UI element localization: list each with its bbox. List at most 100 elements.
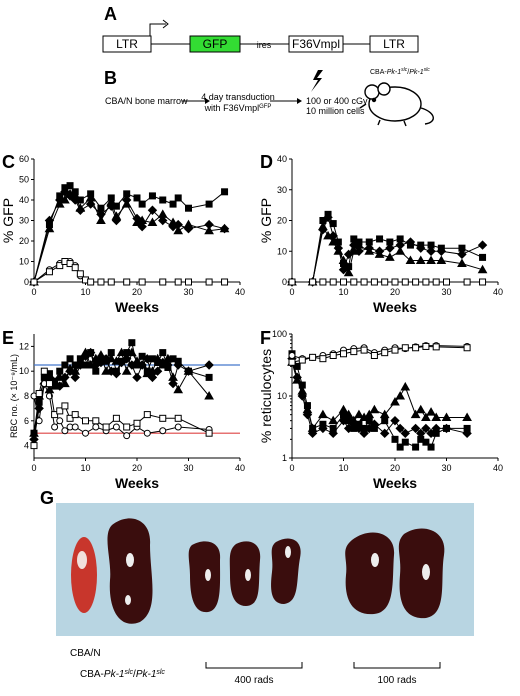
- data-point: [431, 423, 441, 434]
- data-point: [111, 356, 122, 365]
- y-tick-label: 50: [19, 175, 29, 185]
- data-point: [462, 412, 472, 422]
- spleen-400-rads-2: [229, 541, 261, 606]
- data-point: [410, 409, 421, 419]
- data-point: [157, 209, 168, 218]
- x-tick-label: 10: [338, 463, 348, 473]
- data-point: [174, 194, 182, 202]
- y-tick-label: 10: [277, 246, 287, 256]
- data-point: [319, 355, 327, 363]
- data-point: [288, 278, 296, 286]
- data-point: [292, 375, 303, 384]
- data-point: [390, 397, 400, 406]
- ltr-right-label: LTR: [383, 37, 405, 51]
- data-point: [422, 438, 430, 446]
- x-axis-title: Weeks: [373, 299, 417, 315]
- x-axis-title: Weeks: [115, 475, 159, 491]
- data-point: [159, 427, 167, 435]
- data-point: [168, 372, 178, 381]
- data-point: [422, 342, 430, 350]
- label-100-rads: 100 rads: [378, 675, 417, 686]
- y-tick-label: 0: [24, 277, 29, 287]
- data-point: [56, 262, 64, 270]
- x-tick-label: 10: [338, 287, 348, 297]
- y-tick-label: 20: [277, 216, 287, 226]
- data-point: [80, 347, 91, 357]
- data-point: [395, 246, 406, 255]
- data-point: [405, 237, 416, 247]
- series-line: [291, 358, 468, 435]
- data-point: [432, 278, 440, 286]
- data-point: [348, 415, 359, 425]
- x-tick-label: 30: [183, 463, 193, 473]
- spleen-100-rads-2: [398, 528, 445, 619]
- y-axis-title: % GFP: [258, 198, 274, 243]
- data-point: [384, 252, 395, 261]
- data-point: [123, 423, 131, 431]
- data-point: [221, 278, 229, 286]
- series-line: [291, 345, 468, 363]
- data-point: [30, 442, 38, 450]
- y-tick-label: 60: [19, 154, 29, 164]
- mouse-icon: [359, 82, 434, 127]
- data-point: [204, 360, 214, 370]
- panel-b-letter: B: [104, 68, 117, 88]
- data-point: [412, 443, 420, 451]
- x-tick-label: 40: [235, 287, 245, 297]
- data-point: [61, 427, 69, 435]
- data-point: [185, 278, 192, 286]
- data-point: [298, 356, 306, 364]
- data-point: [415, 404, 426, 414]
- data-point: [112, 414, 120, 422]
- data-point: [111, 211, 122, 220]
- x-tick-label: 40: [235, 463, 245, 473]
- data-point: [82, 429, 89, 437]
- data-point: [354, 423, 364, 434]
- data-point: [97, 278, 105, 286]
- data-point: [457, 258, 467, 268]
- x-tick-label: 30: [441, 463, 451, 473]
- data-point: [121, 354, 132, 364]
- data-point: [205, 429, 213, 437]
- series-line: [291, 345, 468, 360]
- data-point: [421, 412, 431, 422]
- control-strain-label: CBA/N: [70, 648, 101, 659]
- series-3: [29, 188, 230, 286]
- spleen-control: [71, 537, 97, 613]
- ltr-left-box: [102, 35, 152, 53]
- x-tick-label: 40: [493, 287, 503, 297]
- data-point: [400, 428, 411, 439]
- data-point: [106, 197, 117, 206]
- data-point: [463, 278, 471, 286]
- data-point: [70, 372, 80, 383]
- data-point: [158, 215, 168, 226]
- x-tick-label: 30: [183, 287, 193, 297]
- data-point: [75, 359, 86, 369]
- data-point: [340, 350, 347, 358]
- data-point: [340, 278, 347, 286]
- data-point: [350, 278, 358, 286]
- panel-c-letter: C: [2, 152, 15, 172]
- data-point: [477, 264, 488, 274]
- data-point: [401, 278, 409, 286]
- data-point: [185, 204, 192, 212]
- data-point: [71, 411, 79, 419]
- series-5: [30, 367, 213, 450]
- panel-a: A LTR GFP ires F36Vmpl LTR: [102, 4, 419, 53]
- data-point: [309, 278, 317, 286]
- cell-count: 10 million cells: [306, 106, 365, 116]
- data-point: [422, 278, 430, 286]
- panel-g: G CBA/N CBA-: [40, 488, 474, 686]
- data-point: [159, 414, 167, 422]
- data-point: [204, 390, 214, 400]
- y-tick-label: 8: [24, 391, 29, 401]
- irradiation-dose: 100 or 400 cGy: [306, 96, 368, 106]
- y-tick-label: 100: [272, 329, 287, 339]
- data-point: [132, 372, 142, 383]
- data-point: [204, 225, 214, 235]
- data-point: [40, 367, 48, 375]
- data-point: [85, 192, 96, 202]
- data-point: [436, 246, 447, 256]
- data-point: [92, 423, 100, 431]
- data-point: [395, 423, 405, 434]
